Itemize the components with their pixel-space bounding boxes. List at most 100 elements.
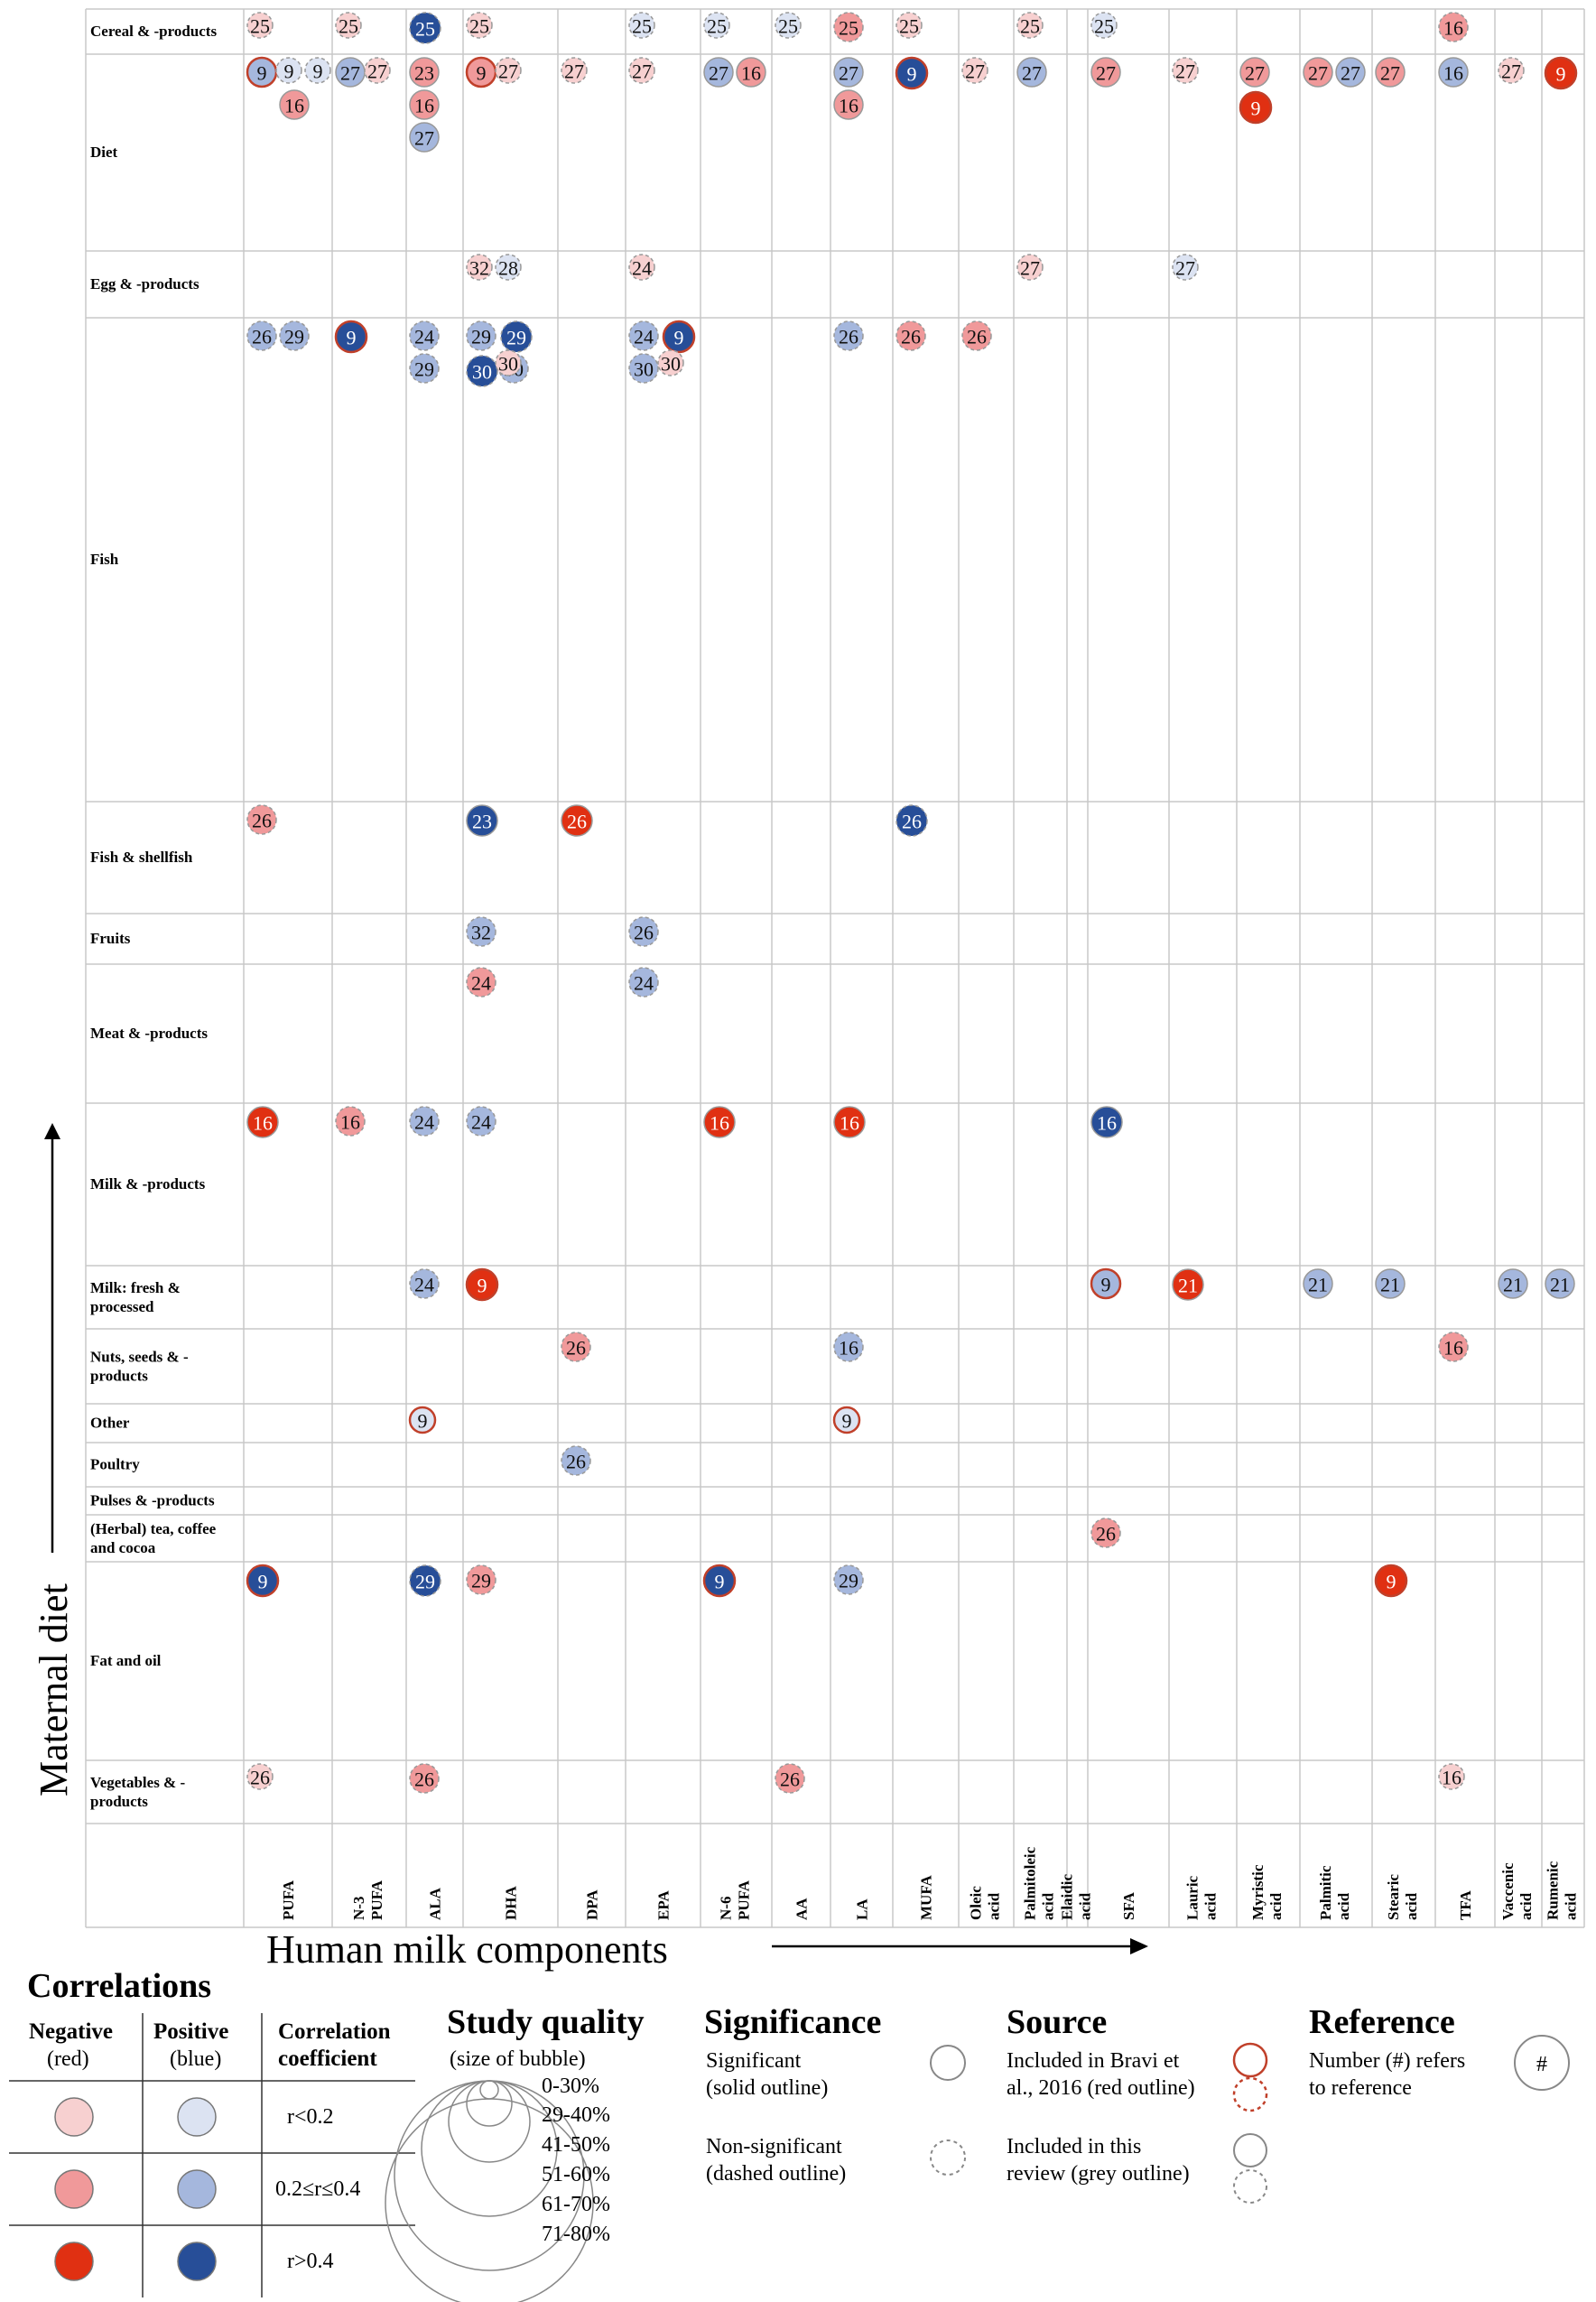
bubble-ref: 16 xyxy=(839,1337,858,1360)
legend-source: Source Included in Bravi et al., 2016 (r… xyxy=(1007,2003,1268,2204)
bubble: 9 xyxy=(246,56,278,88)
bubble: 25 xyxy=(409,12,441,44)
bubble-circle xyxy=(1090,1518,1121,1548)
bubble: 21 xyxy=(1303,1268,1333,1299)
x-axis-title: Human milk components xyxy=(266,1927,668,1972)
bubble-ref: 16 xyxy=(1443,1337,1463,1360)
column-label: acid xyxy=(1077,1892,1094,1920)
bubble: 16 xyxy=(1438,12,1469,42)
bubble: 9 xyxy=(1090,1267,1122,1300)
bubble-ref: 9 xyxy=(1387,1571,1396,1593)
legend-pos-weak xyxy=(177,2097,217,2137)
bubble: 23 xyxy=(409,57,440,88)
bubble: 25 xyxy=(1090,12,1118,39)
bubble-ref: 16 xyxy=(1442,1767,1461,1789)
column-label: PUFA xyxy=(736,1880,753,1920)
bubble-ref: 16 xyxy=(840,1112,859,1135)
bubble-circle xyxy=(466,254,493,281)
row-label-line: Fat and oil xyxy=(90,1652,162,1669)
column-label: MUFA xyxy=(918,1875,935,1920)
bubble-ref: 24 xyxy=(634,326,654,348)
bubble: 27 xyxy=(364,57,391,84)
bubble-ref: 27 xyxy=(1096,62,1116,85)
bubble: 25 xyxy=(335,12,362,39)
bubble: 30 xyxy=(466,355,498,387)
bubble-circle xyxy=(628,254,655,281)
bubble: 25 xyxy=(466,12,493,39)
row-label: Fruits xyxy=(90,930,131,947)
row-label-line: Milk & -products xyxy=(90,1175,206,1193)
bubble-circle xyxy=(657,349,684,376)
bubble-ref: 27 xyxy=(340,62,360,85)
bubble-circle xyxy=(1239,90,1273,125)
bubble-ref: 16 xyxy=(414,95,434,117)
bubble-circle xyxy=(628,12,655,39)
row-label-line: Fish xyxy=(90,551,119,568)
bubble-ref: 30 xyxy=(634,358,654,381)
legend-reference-line2: to reference xyxy=(1309,2076,1412,2100)
bubble-ref: 24 xyxy=(634,972,654,995)
bubble: 9 xyxy=(465,56,497,88)
row-label-line: Pulses & -products xyxy=(90,1492,215,1509)
bubble-ref: 27 xyxy=(367,60,387,83)
legend-neg-mid xyxy=(54,2169,94,2209)
bubble: 16 xyxy=(736,57,766,88)
legend-positive-sub: (blue) xyxy=(170,2047,221,2071)
row-label-line: Egg & -products xyxy=(90,275,200,292)
bubble-circle xyxy=(466,12,493,39)
bubble: 24 xyxy=(409,320,440,351)
column-label: Vaccenic xyxy=(1499,1862,1517,1920)
bubble-circle xyxy=(466,355,498,387)
bubble: 24 xyxy=(466,1106,496,1137)
bubble-ref: 32 xyxy=(469,257,489,280)
bubble-circle xyxy=(1375,1268,1406,1299)
bubble-ref: 16 xyxy=(741,62,761,85)
column-label: acid xyxy=(1040,1892,1057,1920)
bubble-ref: 16 xyxy=(284,95,304,117)
bubble-ref: 27 xyxy=(839,62,858,85)
column-label: acid xyxy=(1267,1892,1285,1920)
row-label: Egg & -products xyxy=(90,275,200,292)
legend-sig-dashed xyxy=(930,2140,966,2176)
bubble-ref: 9 xyxy=(907,63,917,86)
bubble-circle xyxy=(335,1106,366,1137)
column-label: PUFA xyxy=(280,1880,297,1920)
legend-pos-strong xyxy=(177,2242,217,2281)
bubble: 30 xyxy=(657,349,684,376)
bubble: 27 xyxy=(409,122,440,153)
bubble: 9 xyxy=(662,320,696,354)
bubble-circle xyxy=(703,57,734,88)
row-label-line: Diet xyxy=(90,144,118,161)
legend-neg-strong xyxy=(54,2242,94,2281)
bubble: 9 xyxy=(465,1267,499,1302)
legend-reference-symbol: # xyxy=(1536,2053,1547,2076)
bubble: 21 xyxy=(1375,1268,1406,1299)
row-label: Milk: fresh & processed xyxy=(90,1279,181,1315)
bubble: 25 xyxy=(628,12,655,39)
bubble-circle xyxy=(961,57,988,84)
bubble-ref: 24 xyxy=(471,972,491,995)
column-label: PUFA xyxy=(368,1880,385,1920)
bubble-circle xyxy=(246,320,277,351)
bubble: 24 xyxy=(628,967,659,998)
column-label: Myristic xyxy=(1249,1864,1267,1920)
bubble-ref: 29 xyxy=(415,1571,435,1593)
legend-quality-bubble xyxy=(421,2080,558,2217)
bubble-circle xyxy=(1090,12,1118,39)
bubble-ref: 23 xyxy=(472,811,492,833)
bubble: 27 xyxy=(961,57,988,84)
bubble-ref: 26 xyxy=(902,811,922,833)
bubble: 27 xyxy=(1303,57,1333,88)
column-label: acid xyxy=(1403,1892,1420,1920)
bubble-circle xyxy=(1090,57,1121,88)
legend-nonsig-line1: Non-significant xyxy=(706,2135,842,2158)
bubble-circle xyxy=(628,353,659,384)
bubble-ref: 27 xyxy=(1501,60,1521,83)
bubble-circle xyxy=(246,1564,280,1598)
bubble-ref: 21 xyxy=(1380,1274,1400,1296)
x-axis-arrowhead xyxy=(1130,1938,1148,1954)
bubble-ref: 24 xyxy=(471,1111,491,1134)
legend-quality-bubble xyxy=(394,2080,585,2271)
bubble-circle xyxy=(1544,56,1578,90)
column-label: Elaidic xyxy=(1059,1874,1076,1920)
